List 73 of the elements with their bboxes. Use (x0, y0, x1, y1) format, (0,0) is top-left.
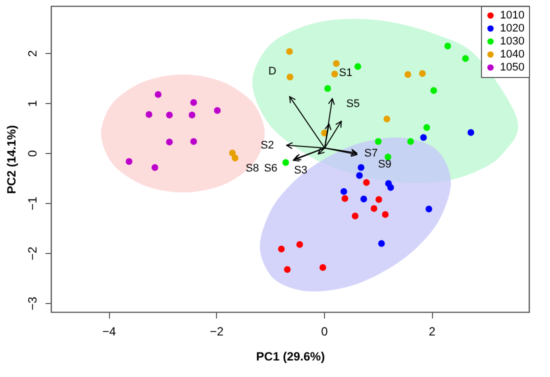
point (146, 111, 152, 118)
y-tick-label: 2 (26, 50, 40, 57)
point (324, 85, 332, 92)
annotation: S6 (264, 162, 278, 174)
point (354, 63, 362, 70)
point (154, 91, 162, 98)
y-tick-label: 1 (26, 100, 40, 107)
annotation: S5 (346, 98, 360, 110)
point (152, 164, 158, 171)
point (363, 179, 370, 186)
point (382, 211, 389, 218)
point (278, 246, 285, 252)
point (462, 55, 469, 62)
y-tick-label: −3 (26, 296, 40, 310)
point (375, 196, 382, 203)
annotation: S2 (260, 139, 274, 152)
annotation: S7 (364, 147, 378, 160)
legend-label: 1050 (500, 62, 524, 74)
point (286, 48, 293, 55)
point (286, 74, 294, 80)
point (426, 206, 432, 212)
point (423, 124, 430, 131)
point (332, 60, 340, 67)
x-axis-title: PC1 (29.6%) (256, 350, 325, 364)
x-tick-label: −2 (210, 324, 224, 338)
x-tick-label: −4 (102, 324, 116, 338)
annotation: S1 (338, 67, 352, 79)
point (407, 138, 414, 145)
y-tick-label: −2 (26, 246, 40, 260)
point (190, 138, 197, 145)
point (166, 138, 173, 146)
point (284, 266, 291, 273)
point (468, 129, 474, 136)
legend-label: 1040 (500, 48, 524, 60)
point (356, 172, 363, 179)
point (319, 264, 326, 271)
point (188, 112, 196, 118)
y-axis-title: PC2 (14.1%) (4, 125, 18, 194)
point (331, 70, 338, 78)
x-tick-label: 2 (428, 324, 436, 338)
x-tick-label: 0 (321, 324, 328, 338)
point (166, 112, 173, 118)
point (214, 107, 221, 114)
point (378, 240, 385, 247)
annotation: S9 (378, 158, 392, 170)
point (387, 184, 394, 191)
point (384, 116, 390, 122)
point (370, 205, 378, 212)
point (190, 99, 197, 106)
legend-label: 1010 (500, 10, 524, 22)
point (126, 158, 132, 165)
y-tick-label: −1 (26, 196, 40, 210)
annotation: D (268, 65, 276, 78)
point (340, 188, 348, 195)
point (232, 154, 238, 162)
point (282, 159, 290, 166)
point (296, 241, 304, 248)
point (229, 150, 236, 156)
point (420, 134, 427, 141)
point (419, 70, 426, 77)
point (352, 212, 358, 220)
point (358, 164, 364, 171)
point (374, 138, 382, 145)
annotation: S8 (246, 162, 260, 174)
point (360, 196, 368, 202)
y-tick-label: 0 (26, 150, 40, 157)
point (404, 71, 412, 78)
annotation: S3 (294, 164, 308, 176)
point (444, 42, 452, 50)
point (430, 87, 438, 94)
legend-label: 1030 (500, 36, 524, 48)
legend-label: 1020 (500, 22, 524, 34)
point (342, 195, 348, 202)
